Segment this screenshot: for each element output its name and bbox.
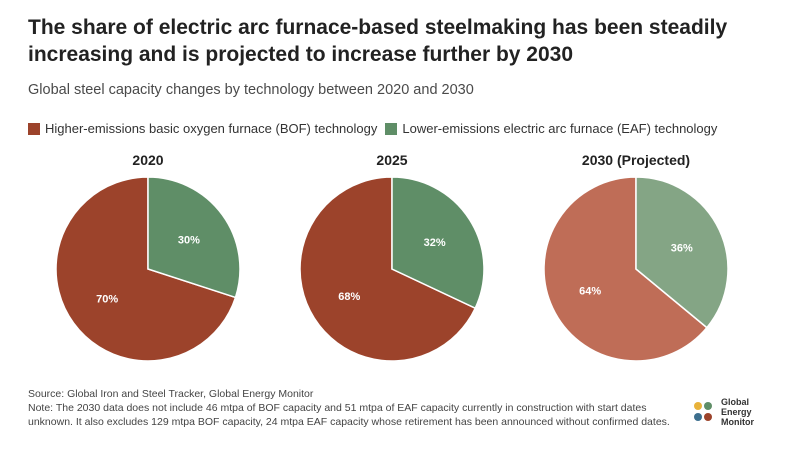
legend-item-eaf: Lower-emissions electric arc furnace (EA…: [385, 121, 717, 136]
logo-mark-icon: [694, 402, 712, 421]
logo-text-line3: Monitor: [721, 417, 754, 427]
logo-text-line2: Energy: [721, 407, 752, 417]
legend: Higher-emissions basic oxygen furnace (B…: [28, 121, 725, 136]
pie-1-slice-eaf: [147, 176, 241, 299]
legend-swatch-bof: [28, 122, 40, 135]
pie-1-title: 2020: [132, 152, 163, 168]
global-energy-monitor-logo: Global Energy Monitor: [690, 392, 790, 432]
pie-2-label-eaf: 32%: [424, 237, 446, 249]
legend-item-bof: Higher-emissions basic oxygen furnace (B…: [28, 121, 377, 136]
pie-2-slice-bof: [299, 176, 477, 362]
legend-label-eaf: Lower-emissions electric arc furnace (EA…: [402, 121, 718, 136]
footer: Source: Global Iron and Steel Tracker, G…: [28, 387, 678, 429]
legend-label-bof: Higher-emissions basic oxygen furnace (B…: [45, 121, 378, 136]
pie-3-slice-bof: [543, 176, 708, 362]
pie-charts: 2020 70% 30% 2025 68% 32% 2030 (Projected) 64% 3…: [55, 152, 729, 362]
pie-1-label-bof: 70%: [96, 294, 118, 306]
pie-1-slice-bof: [55, 176, 237, 362]
logo-text-line1: Global: [721, 397, 750, 407]
pie-3-label-eaf: 36%: [671, 243, 693, 255]
pie-3-title: 2030 (Projected): [582, 152, 690, 168]
source-note: Source: Global Iron and Steel Tracker, G…: [28, 388, 314, 400]
pie-2-slice-eaf: [391, 176, 485, 310]
pie-3-label-bof: 64%: [579, 286, 601, 298]
pie-1-label-eaf: 30%: [178, 234, 200, 246]
chart-subtitle: Global steel capacity changes by technol…: [28, 82, 474, 98]
pie-2-title: 2025: [376, 152, 407, 168]
methodology-note: Note: The 2030 data does not include 46 …: [28, 402, 670, 428]
pie-2-label-bof: 68%: [338, 291, 360, 303]
chart-title: The share of electric arc furnace-based …: [28, 16, 728, 66]
legend-swatch-eaf: [385, 122, 398, 135]
pie-3-slice-eaf: [635, 176, 729, 329]
